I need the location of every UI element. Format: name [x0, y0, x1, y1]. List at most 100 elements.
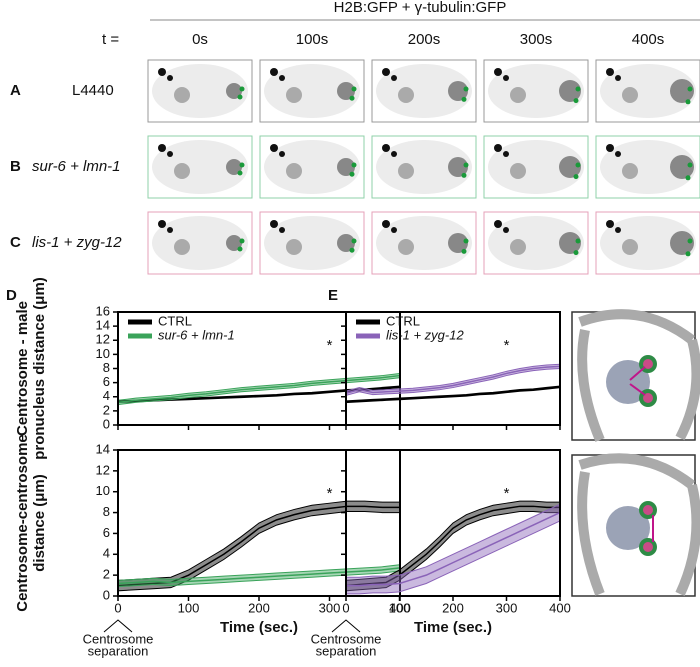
micrograph	[483, 135, 589, 199]
x-axis-label: Time (sec.)	[220, 619, 298, 636]
centrosome	[239, 86, 245, 92]
pronucleus	[226, 235, 242, 251]
micrograph	[371, 59, 477, 123]
chromatin	[382, 68, 390, 76]
row-letter: C	[10, 234, 21, 251]
embryo	[600, 140, 696, 194]
micrograph	[147, 211, 253, 275]
micrograph	[595, 211, 700, 275]
embryo	[600, 216, 696, 270]
time-label: 100s	[296, 31, 329, 48]
chromatin	[382, 220, 390, 228]
x-tick-label: 400	[389, 600, 411, 615]
chromatin	[167, 227, 173, 233]
micrograph	[483, 59, 589, 123]
centrosome	[239, 238, 245, 244]
series-line	[117, 567, 401, 585]
pronucleus	[622, 87, 638, 103]
plot-frame	[345, 311, 561, 426]
chromatin	[606, 68, 614, 76]
pronucleus	[337, 158, 355, 176]
embryo	[376, 64, 472, 118]
chromatin	[606, 144, 614, 152]
centrosome	[573, 250, 579, 256]
chromatin	[158, 144, 166, 152]
centrosome	[685, 251, 691, 257]
embryo	[488, 64, 584, 118]
centrosome	[349, 171, 355, 177]
chromatin	[167, 151, 173, 157]
chromatin	[270, 220, 278, 228]
y-tick-label: 4	[103, 546, 110, 561]
x-tick-label: 0	[342, 600, 349, 615]
pronucleus	[174, 87, 190, 103]
plot-frame	[117, 311, 401, 426]
x-tick-label: 0	[114, 600, 121, 615]
annotation: *	[327, 337, 333, 354]
micrograph	[259, 59, 365, 123]
chromatin	[279, 75, 285, 81]
centrosome	[575, 86, 581, 92]
x-tick-label: 400	[549, 600, 571, 615]
centrosome	[349, 95, 355, 101]
series-line	[117, 374, 401, 404]
chromatin	[503, 227, 509, 233]
centrosome	[685, 99, 691, 105]
micrograph	[595, 135, 700, 199]
plot-frame	[117, 449, 401, 597]
x-tick-label: 300	[496, 600, 518, 615]
panel-letter: E	[328, 287, 338, 304]
annotation: *	[504, 337, 510, 354]
centrosome	[239, 162, 245, 168]
y-tick-label: 12	[96, 332, 110, 347]
t-label: t =	[102, 31, 119, 48]
embryo	[488, 216, 584, 270]
micrograph	[147, 59, 253, 123]
centrosome	[573, 174, 579, 180]
pronucleus	[622, 239, 638, 255]
centrosome	[351, 86, 357, 92]
y-tick-label: 2	[103, 402, 110, 417]
time-label: 0s	[192, 31, 208, 48]
centrosome	[461, 248, 467, 254]
legend-label: CTRL	[158, 313, 192, 328]
chromatin	[391, 75, 397, 81]
pronucleus	[559, 232, 581, 254]
chromatin	[279, 151, 285, 157]
centrosome	[463, 162, 469, 168]
y-tick-label: 8	[103, 360, 110, 375]
centrosome	[349, 247, 355, 253]
micrograph	[483, 211, 589, 275]
centrosome	[237, 246, 243, 252]
note: separation	[88, 643, 149, 658]
micrograph	[595, 59, 700, 123]
legend-label: lis-1 + zyg-12	[386, 327, 464, 342]
centrosome	[687, 86, 693, 92]
pronucleus	[448, 233, 468, 253]
chromatin	[158, 220, 166, 228]
pronucleus	[337, 234, 355, 252]
series-line	[345, 365, 561, 394]
y-tick-label: 6	[103, 374, 110, 389]
centrosome	[573, 98, 579, 104]
header: H2B:GFP + γ-tubulin:GFP	[334, 0, 507, 16]
chromatin	[382, 144, 390, 152]
centrosome	[461, 96, 467, 102]
y-tick-label: 4	[103, 388, 110, 403]
y-tick-label: 10	[96, 483, 110, 498]
pronucleus	[670, 155, 694, 179]
embryo	[152, 140, 248, 194]
embryo	[600, 64, 696, 118]
y-tick-label: 10	[96, 346, 110, 361]
panel-letter: D	[6, 287, 17, 304]
time-label: 200s	[408, 31, 441, 48]
row-letter: A	[10, 82, 21, 99]
legend-label: sur-6 + lmn-1	[158, 327, 235, 342]
embryo	[264, 216, 360, 270]
pronucleus	[286, 163, 302, 179]
note: Centrosome	[311, 631, 382, 646]
y-tick-label: 14	[96, 441, 110, 456]
centrosome	[237, 94, 243, 100]
pronucleus	[670, 231, 694, 255]
series-line	[346, 511, 561, 587]
